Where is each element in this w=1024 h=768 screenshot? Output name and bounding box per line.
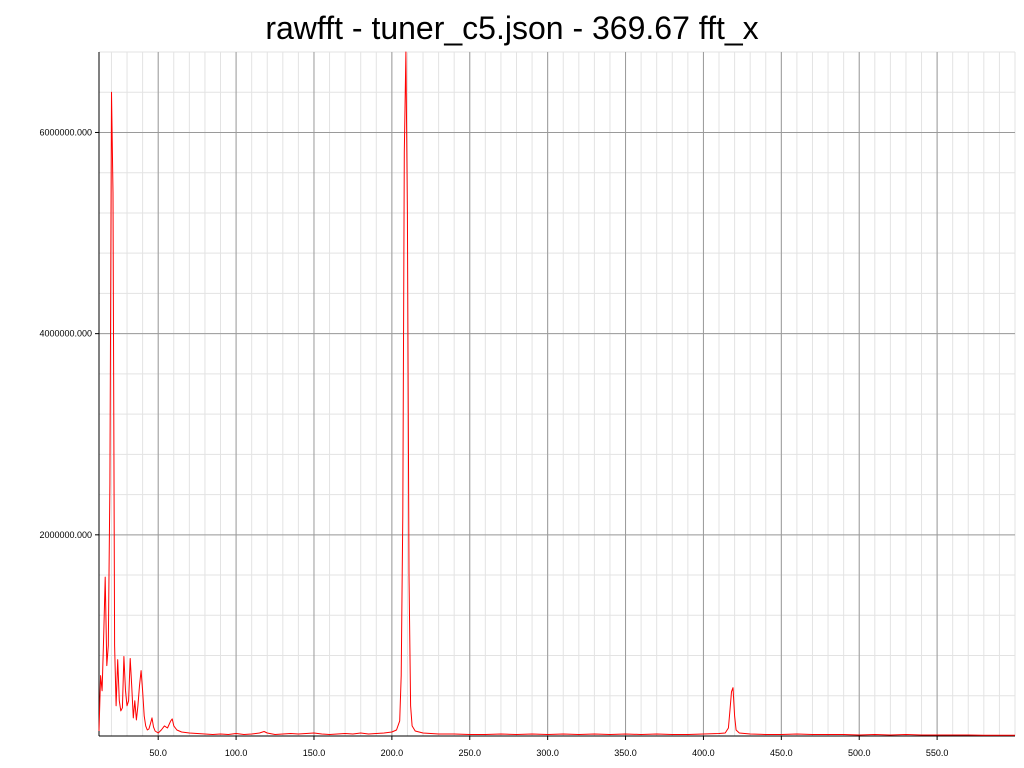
series-layer — [98, 51, 1015, 736]
x-tick-label: 500.0 — [848, 748, 871, 758]
tick-layer: 50.0 100.0 150.0 200.0 250.0 300.0 350.0 400.0 4… — [39, 127, 948, 758]
x-tick-label: 200.0 — [381, 748, 404, 758]
x-tick-label: 250.0 — [458, 748, 481, 758]
grid-layer — [99, 51, 1016, 737]
x-tick-label: 350.0 — [614, 748, 637, 758]
x-tick-label: 400.0 — [692, 748, 715, 758]
chart-title: rawfft - tuner_c5.json - 369.67 fft_x — [265, 10, 759, 46]
y-tick-label: 6000000.000 — [39, 127, 92, 137]
x-tick-label: 100.0 — [225, 748, 248, 758]
y-tick-label: 2000000.000 — [39, 530, 92, 540]
x-tick-label: 50.0 — [149, 748, 167, 758]
y-tick-label: 4000000.000 — [39, 329, 92, 339]
x-tick-label: 300.0 — [536, 748, 559, 758]
x-tick-label: 550.0 — [926, 748, 949, 758]
fft-series-line — [98, 51, 1015, 736]
x-tick-label: 150.0 — [303, 748, 326, 758]
axes-layer — [98, 52, 1015, 737]
x-tick-label: 450.0 — [770, 748, 793, 758]
